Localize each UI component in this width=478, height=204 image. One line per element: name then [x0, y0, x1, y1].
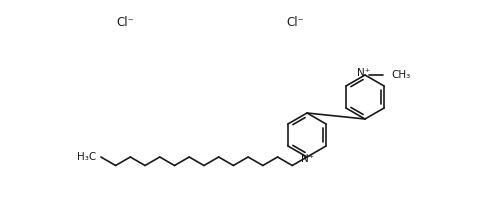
Text: N⁺: N⁺	[358, 69, 370, 79]
Text: N⁺: N⁺	[301, 153, 315, 163]
Text: CH₃: CH₃	[391, 70, 410, 80]
Text: Cl⁻: Cl⁻	[116, 16, 134, 29]
Text: Cl⁻: Cl⁻	[286, 16, 304, 29]
Text: H₃C: H₃C	[76, 152, 96, 162]
